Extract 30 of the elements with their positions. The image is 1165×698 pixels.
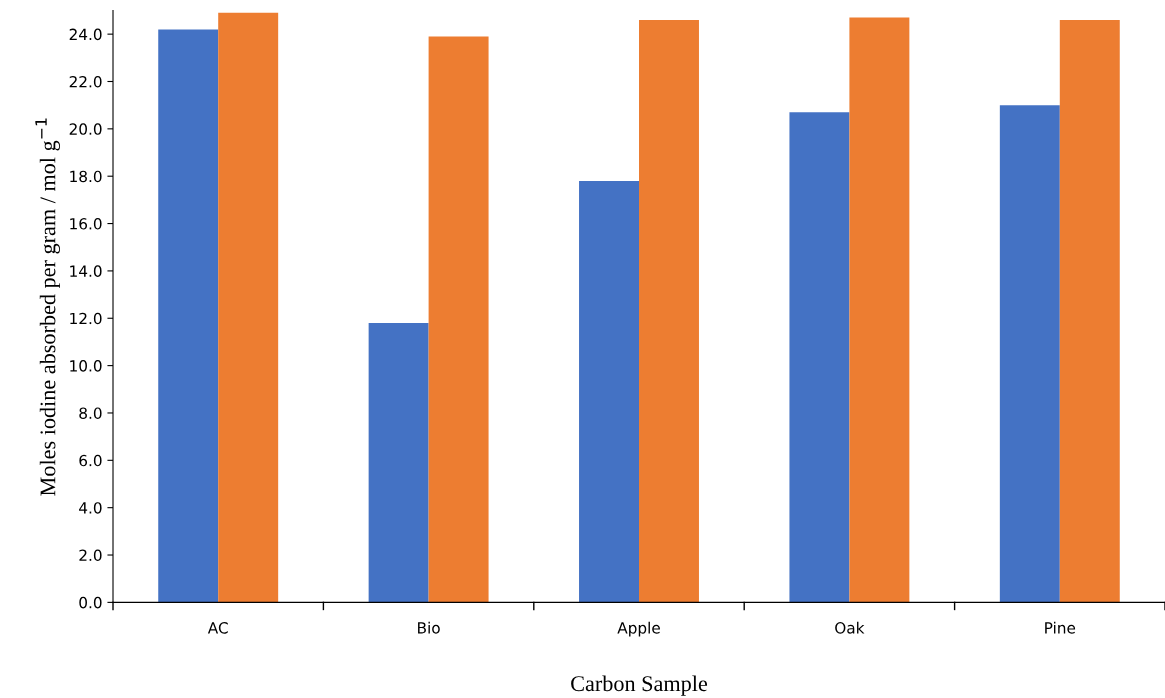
- y-axis-title: Moles iodine absorbed per gram / mol g$^{−1}$: [35, 118, 60, 496]
- y-tick-label: 22.0: [69, 75, 102, 88]
- y-tick-label: 16.0: [70, 218, 102, 230]
- x-axis-title: Carbon Sample: [571, 675, 708, 696]
- y-tick-label: 0.0: [79, 596, 102, 609]
- x-tick-label: Apple: [617, 621, 660, 637]
- x-tick-label: AC: [207, 622, 228, 634]
- bar: [218, 12, 279, 603]
- bar: [428, 36, 489, 603]
- bar: [639, 19, 699, 603]
- bar: [999, 105, 1060, 603]
- y-tick-label: 10.0: [70, 360, 102, 372]
- bar: [1059, 19, 1120, 603]
- x-tick-label: Bio: [418, 621, 440, 634]
- y-tick-label: 14.0: [70, 265, 102, 277]
- y-tick-label: 2.0: [79, 549, 102, 562]
- y-tick-label: 4.0: [79, 502, 102, 514]
- x-tick-label: Pine: [1045, 621, 1076, 634]
- bar: [789, 112, 850, 603]
- x-tick-label: Oak: [835, 621, 865, 634]
- y-tick-label: 24.0: [69, 28, 102, 41]
- y-tick-label: 12.0: [70, 312, 102, 325]
- y-tick-label: 20.0: [69, 123, 102, 135]
- y-tick-label: 6.0: [79, 454, 102, 467]
- bar: [579, 180, 639, 603]
- bar: [158, 29, 219, 603]
- bar: [849, 17, 910, 603]
- bar: [368, 323, 429, 603]
- y-tick-label: 18.0: [70, 170, 102, 183]
- y-tick-label: 8.0: [79, 407, 102, 419]
